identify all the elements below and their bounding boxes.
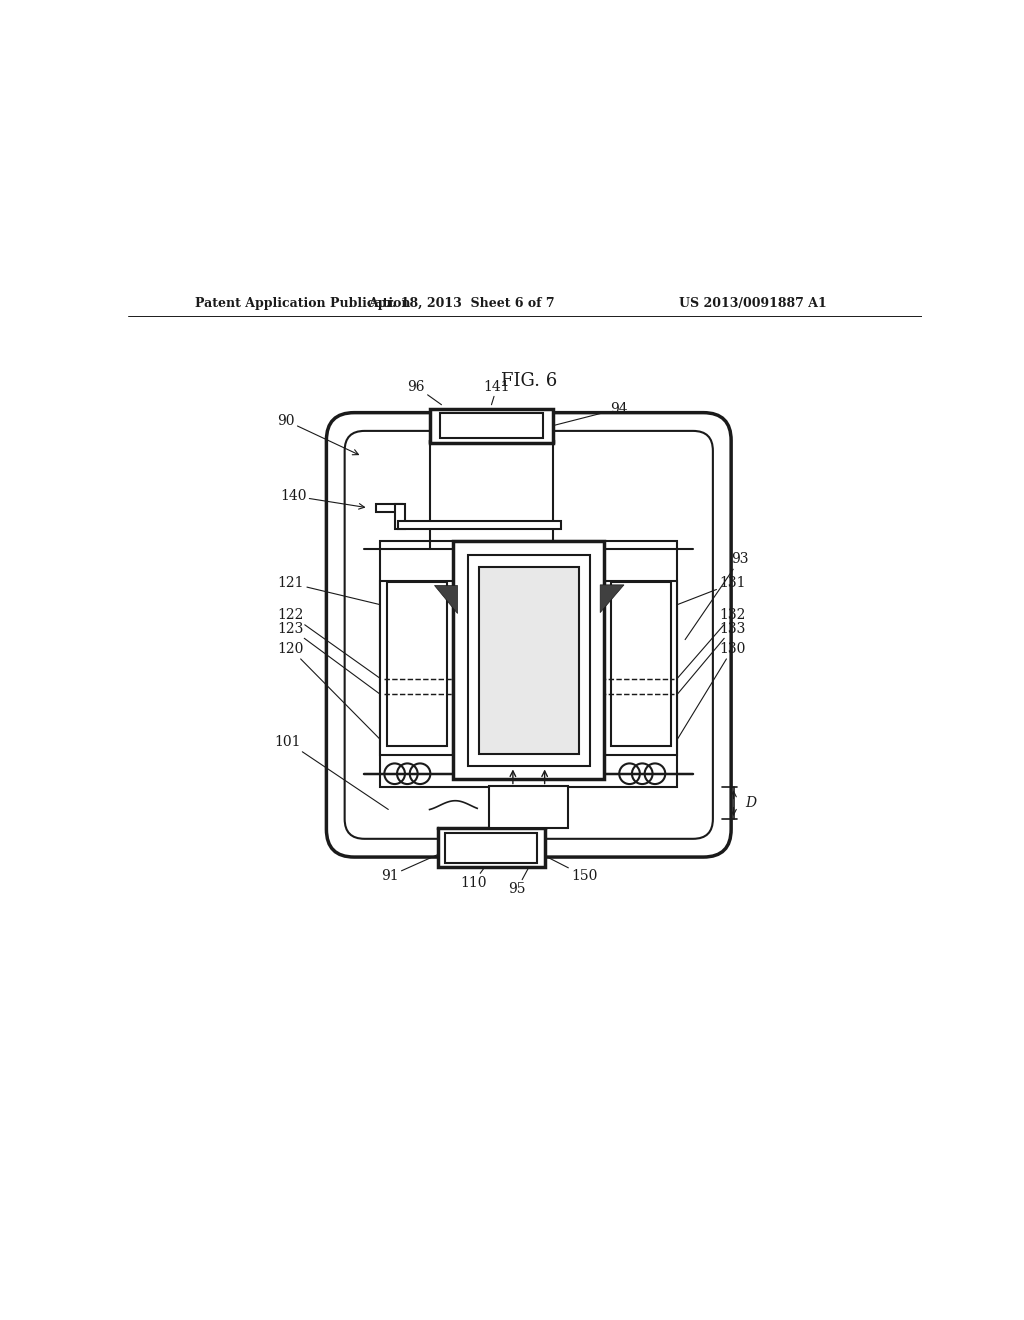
Text: 130: 130 [677,642,745,739]
Text: 90: 90 [278,413,358,455]
Text: 140: 140 [280,488,365,510]
Text: D: D [745,796,757,810]
Bar [489,787,568,828]
Text: 121: 121 [278,577,380,605]
Polygon shape [433,585,458,612]
Text: Patent Application Publication: Patent Application Publication [196,297,411,310]
Text: 91: 91 [381,847,454,883]
Bar [445,833,537,863]
Text: 122: 122 [278,609,380,678]
Bar [387,582,447,746]
Bar [380,581,454,755]
Text: FIG. 6: FIG. 6 [501,372,557,389]
Text: 110: 110 [460,828,513,890]
Bar [437,828,545,867]
Text: 123: 123 [278,622,380,694]
Bar [397,521,560,529]
Text: 95: 95 [508,867,528,896]
Text: 141: 141 [483,380,510,405]
Text: 120: 120 [278,642,380,739]
Bar [604,581,677,755]
Text: 96: 96 [408,380,441,405]
Text: US 2013/0091887 A1: US 2013/0091887 A1 [679,297,826,310]
Text: 132: 132 [677,609,745,678]
FancyBboxPatch shape [327,413,731,857]
Bar [395,504,404,529]
Text: 131: 131 [677,577,745,605]
Text: 101: 101 [274,735,388,809]
Text: 94: 94 [553,401,628,426]
Bar [454,541,604,779]
Bar [610,582,671,746]
Polygon shape [600,585,624,612]
Text: 93: 93 [685,553,749,640]
Bar [440,413,543,438]
Bar [479,568,579,754]
Bar [430,409,553,442]
Text: Apr. 18, 2013  Sheet 6 of 7: Apr. 18, 2013 Sheet 6 of 7 [368,297,555,310]
Bar [377,504,401,512]
Bar [380,541,677,787]
Bar [468,556,590,766]
Text: 150: 150 [528,847,598,883]
Text: 133: 133 [677,622,745,694]
